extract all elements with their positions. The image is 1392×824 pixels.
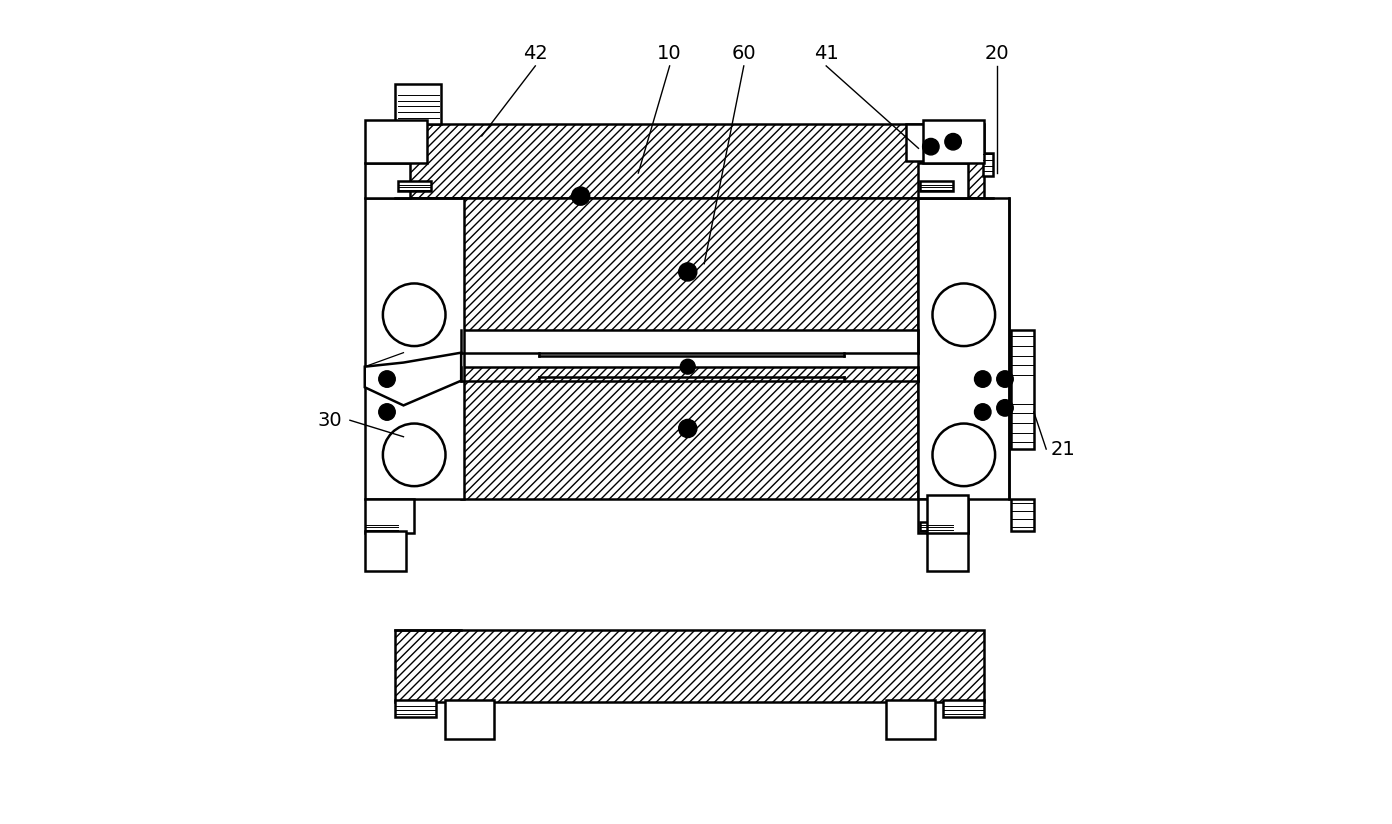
Bar: [395, 630, 984, 702]
Bar: [365, 198, 464, 499]
Circle shape: [974, 371, 991, 387]
Circle shape: [997, 371, 1013, 387]
Bar: [395, 700, 437, 717]
Circle shape: [679, 263, 697, 281]
Bar: [395, 84, 440, 124]
Bar: [944, 700, 984, 717]
Bar: [461, 198, 919, 330]
Circle shape: [681, 359, 695, 374]
Bar: [920, 181, 954, 191]
Text: 20: 20: [984, 44, 1009, 63]
Circle shape: [679, 419, 697, 438]
Bar: [919, 499, 967, 533]
Bar: [365, 120, 426, 163]
Bar: [1011, 499, 1034, 531]
Circle shape: [572, 187, 590, 205]
Circle shape: [379, 371, 395, 387]
Circle shape: [997, 400, 1013, 416]
Bar: [365, 531, 406, 571]
Bar: [461, 367, 919, 499]
Bar: [927, 531, 967, 571]
Bar: [919, 198, 1009, 499]
Polygon shape: [365, 353, 461, 405]
Text: 30: 30: [317, 410, 341, 430]
Bar: [395, 124, 984, 198]
Bar: [885, 700, 935, 739]
Text: 41: 41: [814, 44, 838, 63]
Bar: [927, 495, 967, 533]
Bar: [398, 181, 430, 191]
Circle shape: [923, 138, 940, 155]
Text: 21: 21: [1051, 439, 1075, 459]
Text: 42: 42: [523, 44, 547, 63]
Bar: [906, 124, 955, 161]
Bar: [919, 163, 967, 198]
Circle shape: [945, 133, 962, 150]
Bar: [983, 153, 992, 176]
Bar: [365, 499, 415, 533]
Bar: [444, 700, 494, 739]
Circle shape: [379, 404, 395, 420]
Bar: [365, 163, 411, 198]
Text: 10: 10: [657, 44, 682, 63]
Circle shape: [974, 404, 991, 420]
Text: 60: 60: [731, 44, 756, 63]
Bar: [923, 120, 984, 163]
Bar: [920, 522, 954, 531]
Bar: [1011, 330, 1034, 449]
